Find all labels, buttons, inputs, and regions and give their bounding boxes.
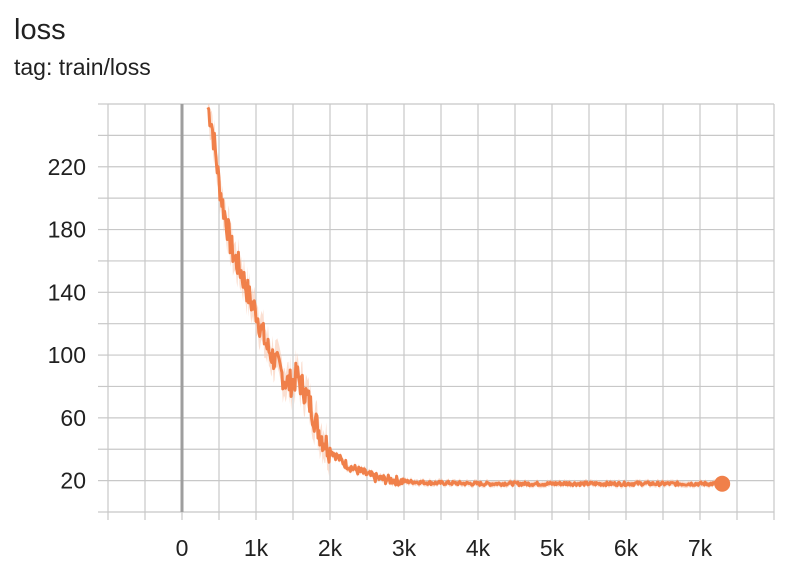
y-tick-label: 220 — [48, 154, 86, 180]
chart-subtitle: tag: train/loss — [14, 54, 151, 80]
x-tick-label: 1k — [244, 535, 269, 561]
x-tick-label: 3k — [392, 535, 417, 561]
x-tick-label: 6k — [614, 535, 639, 561]
series-line — [206, 106, 723, 488]
chart-title: loss — [14, 14, 66, 46]
y-tick-label: 140 — [48, 279, 86, 305]
last-point-marker — [714, 475, 731, 492]
x-tick-label: 5k — [540, 535, 565, 561]
y-tick-label: 180 — [48, 217, 86, 243]
y-tick-label: 60 — [60, 405, 86, 431]
y-tick-label: 20 — [60, 468, 86, 494]
x-tick-label: 4k — [466, 535, 491, 561]
x-tick-label: 7k — [688, 535, 713, 561]
x-tick-label: 0 — [176, 535, 189, 561]
series-raw-band — [207, 104, 723, 489]
x-tick-label: 2k — [318, 535, 343, 561]
y-tick-label: 100 — [48, 342, 86, 368]
